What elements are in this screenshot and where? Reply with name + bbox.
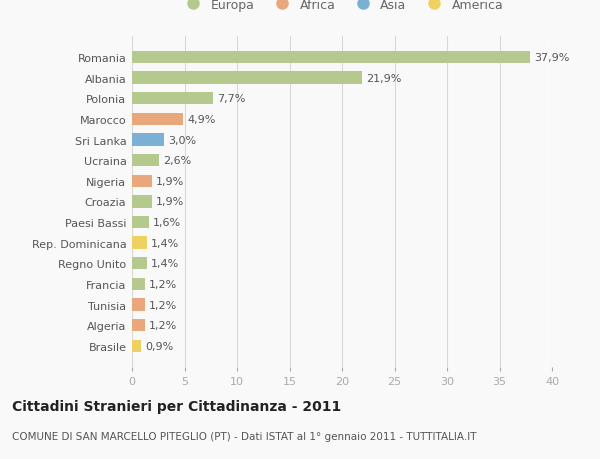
Text: 1,2%: 1,2% [149,320,177,330]
Bar [132,52,530,64]
Bar [132,175,152,188]
Text: 2,6%: 2,6% [163,156,192,166]
Bar [132,155,160,167]
Bar [132,319,145,331]
Text: 1,2%: 1,2% [149,279,177,289]
Text: 37,9%: 37,9% [534,53,569,63]
Bar [132,237,146,249]
Text: 0,9%: 0,9% [146,341,174,351]
Text: 7,7%: 7,7% [217,94,245,104]
Bar [132,299,145,311]
Bar [132,216,149,229]
Bar [132,278,145,291]
Text: 1,9%: 1,9% [156,176,184,186]
Bar [132,340,142,352]
Bar [132,93,213,105]
Bar [132,196,152,208]
Text: COMUNE DI SAN MARCELLO PITEGLIO (PT) - Dati ISTAT al 1° gennaio 2011 - TUTTITALI: COMUNE DI SAN MARCELLO PITEGLIO (PT) - D… [12,431,476,442]
Text: 4,9%: 4,9% [188,115,216,125]
Text: 1,4%: 1,4% [151,238,179,248]
Text: 3,0%: 3,0% [168,135,196,145]
Text: 1,4%: 1,4% [151,259,179,269]
Text: 1,9%: 1,9% [156,197,184,207]
Bar [132,73,362,84]
Text: 1,6%: 1,6% [153,218,181,228]
Bar [132,257,146,270]
Text: 21,9%: 21,9% [366,73,401,84]
Legend: Europa, Africa, Asia, America: Europa, Africa, Asia, America [176,0,508,17]
Text: Cittadini Stranieri per Cittadinanza - 2011: Cittadini Stranieri per Cittadinanza - 2… [12,399,341,413]
Bar [132,113,184,126]
Bar [132,134,163,146]
Text: 1,2%: 1,2% [149,300,177,310]
